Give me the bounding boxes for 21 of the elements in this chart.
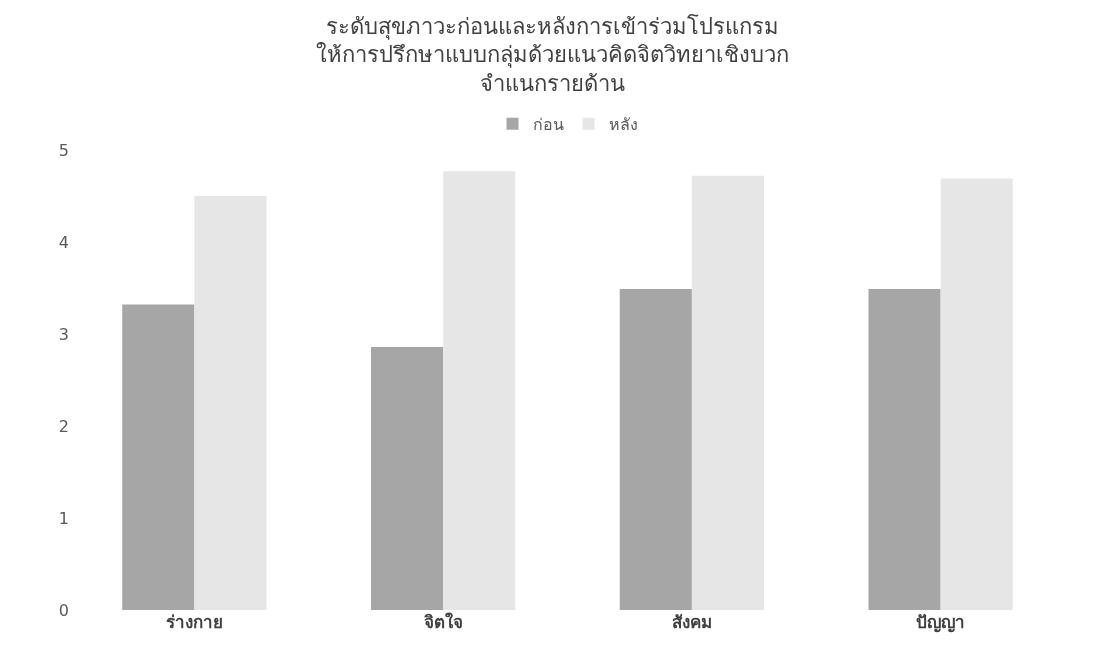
- bar: [940, 178, 1013, 610]
- y-tick-label: 1: [58, 508, 69, 528]
- y-tick-label: 2: [58, 416, 69, 436]
- legend-label: ก่อน: [532, 114, 564, 134]
- y-tick-label: 4: [58, 232, 69, 252]
- bar: [370, 346, 444, 610]
- chart-title: ระดับสุขภาวะก่อนและหลังการเข้าร่วมโปรแกรม ให้การปรึกษาแบบกลุ่มด้วยแนวคิดจิตวิทยาเชิงบวก จำแนกรายด้าน: [316, 13, 789, 96]
- bar: [868, 288, 941, 610]
- y-tick-label: 5: [58, 140, 69, 160]
- legend-label: หลัง: [608, 114, 638, 134]
- x-tick-label: ปัญญา: [916, 612, 966, 633]
- bar: [194, 196, 267, 610]
- y-tick-label: 0: [58, 600, 69, 620]
- x-tick-label: สังคม: [671, 612, 712, 632]
- bar: [691, 175, 765, 610]
- x-tick-label: ร่างกาย: [165, 612, 223, 632]
- x-tick-label: จิตใจ: [423, 612, 463, 632]
- bar: [122, 304, 195, 610]
- bar: [619, 288, 692, 610]
- y-tick-label: 3: [58, 324, 69, 344]
- bar: [443, 171, 516, 610]
